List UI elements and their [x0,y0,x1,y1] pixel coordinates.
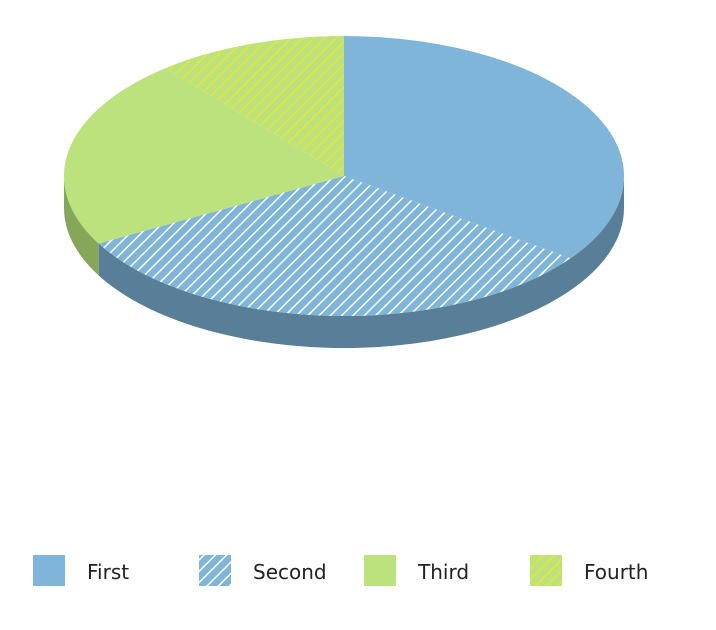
pie-sides [64,176,624,349]
legend-swatch-first [33,555,65,586]
pie-slices [64,36,625,316]
pie-side-third [64,176,99,276]
legend-swatch-fourth [530,555,562,586]
legend-item-fourth: Fourth [530,555,648,586]
legend-label-third: Third [417,560,469,584]
pie-slice-fourth[interactable] [165,36,344,176]
pie-side-second [98,243,571,349]
legend-item-first: First [33,555,129,586]
legend-swatch-third [364,555,396,586]
pie-slice-second[interactable] [98,176,571,316]
legend-label-fourth: Fourth [584,560,648,584]
legend-item-third: Third [364,555,469,586]
pie-side-first [570,176,624,291]
pie-slice-first[interactable] [344,36,625,259]
legend: First Second Third Fourth [33,555,648,586]
legend-label-first: First [87,560,129,584]
pie-slice-third[interactable] [64,68,345,244]
legend-swatch-second [199,555,231,586]
legend-label-second: Second [253,560,327,584]
legend-item-second: Second [199,555,327,586]
